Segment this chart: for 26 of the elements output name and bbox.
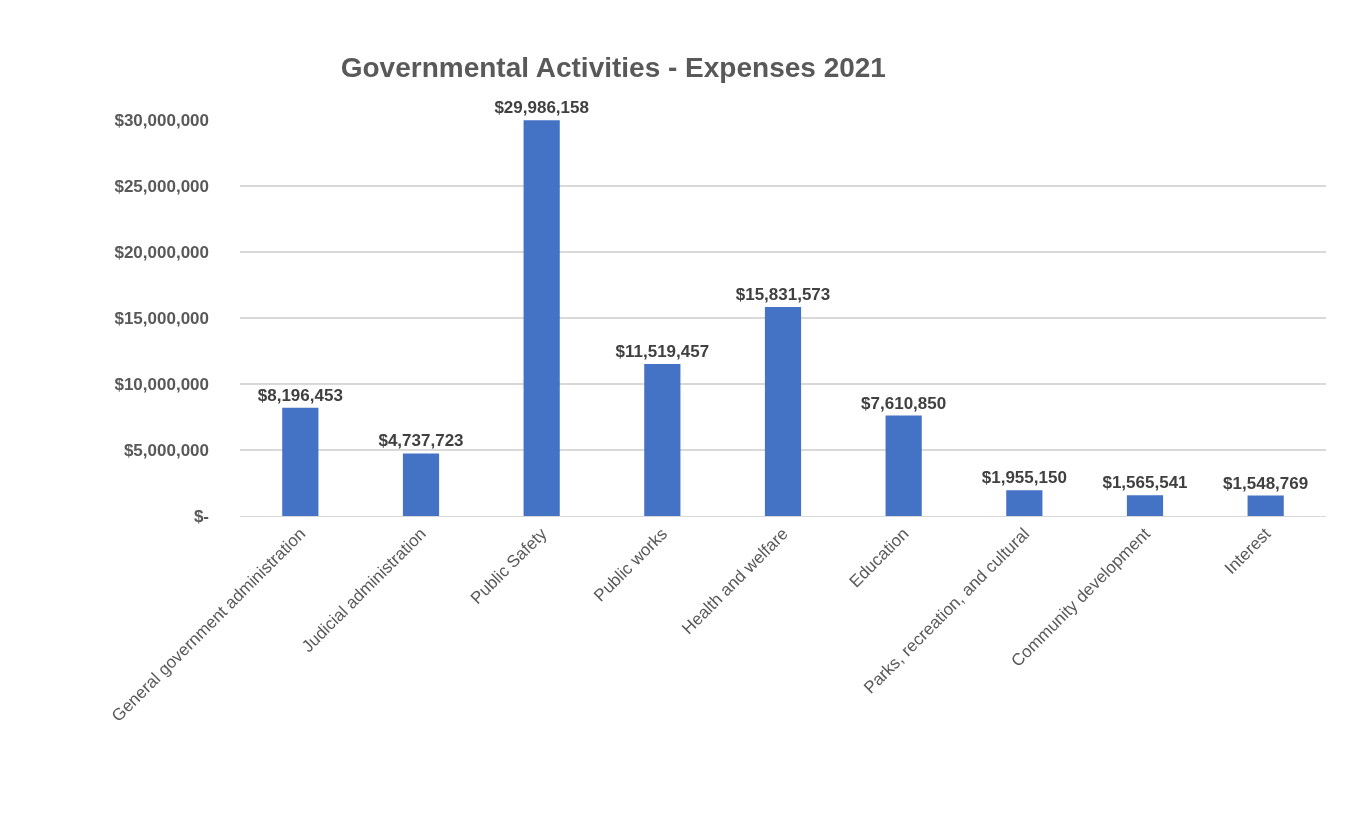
bar: [764, 307, 802, 516]
data-label: $1,548,769: [1223, 473, 1309, 493]
y-tick-label: $-: [193, 506, 209, 526]
data-label: $11,519,457: [615, 341, 710, 361]
data-label: $4,737,723: [378, 431, 464, 451]
bar: [1247, 495, 1284, 516]
data-label: $29,986,158: [494, 98, 589, 118]
y-tick-label: $30,000,000: [114, 110, 209, 130]
data-label: $15,831,573: [735, 285, 831, 305]
bar: [282, 407, 319, 516]
data-label: $7,610,850: [861, 393, 947, 413]
bar: [1126, 495, 1164, 516]
data-label: $8,196,453: [257, 385, 343, 405]
bar: [1006, 490, 1043, 516]
bar: [885, 415, 922, 516]
y-tick-label: $15,000,000: [114, 308, 209, 328]
data-label: $1,955,150: [981, 468, 1067, 488]
bar: [644, 363, 681, 516]
y-tick-label: $25,000,000: [114, 176, 209, 196]
data-label: $1,565,541: [1102, 473, 1188, 493]
chart-title: Governmental Activities - Expenses 2021: [340, 51, 886, 83]
bar: [523, 120, 560, 516]
bar: [402, 453, 440, 516]
y-tick-label: $5,000,000: [123, 440, 209, 460]
y-tick-label: $20,000,000: [114, 242, 209, 262]
y-tick-label: $10,000,000: [114, 374, 209, 394]
